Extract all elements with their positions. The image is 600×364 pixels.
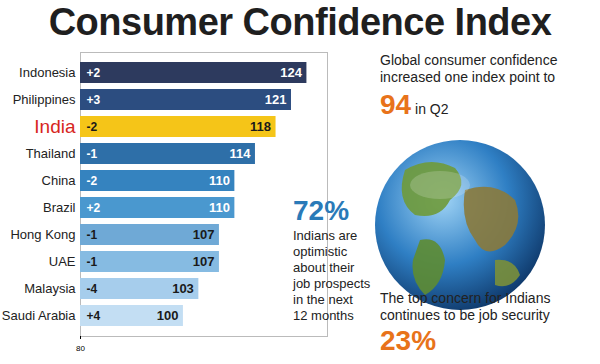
html-text:Indians are optimistic about t: Indians are optimistic about their job p… xyxy=(293,228,371,323)
svg-text:India: India xyxy=(34,116,76,137)
svg-text:107: 107 xyxy=(193,254,215,269)
html-text:The top concern for Indians co: The top concern for Indians continues to… xyxy=(380,290,551,323)
svg-text:+3: +3 xyxy=(87,93,101,107)
svg-text:China: China xyxy=(42,173,77,188)
svg-text:UAE: UAE xyxy=(49,254,76,269)
svg-text:118: 118 xyxy=(250,119,271,134)
svg-text:80: 80 xyxy=(76,344,85,353)
svg-text:Saudi Arabia: Saudi Arabia xyxy=(2,308,76,323)
html-text:23%: 23% xyxy=(380,325,436,356)
svg-text:Indonesia: Indonesia xyxy=(19,65,76,80)
svg-text:-1: -1 xyxy=(87,228,98,242)
svg-text:-1: -1 xyxy=(87,147,98,161)
svg-text:-2: -2 xyxy=(87,174,98,188)
svg-text:Malaysia: Malaysia xyxy=(24,281,76,296)
svg-text:121: 121 xyxy=(265,92,287,107)
html-text:94in Q2: 94in Q2 xyxy=(380,89,449,120)
svg-text:100: 100 xyxy=(157,308,179,323)
html-text:Global consumer confidence inc: Global consumer confidence increased one… xyxy=(380,52,558,85)
svg-text:114: 114 xyxy=(229,146,251,161)
svg-text:110: 110 xyxy=(209,173,230,188)
svg-text:Brazil: Brazil xyxy=(43,200,76,215)
svg-text:-1: -1 xyxy=(87,255,98,269)
svg-text:+2: +2 xyxy=(87,201,101,215)
html-text:72%: 72% xyxy=(293,195,349,226)
svg-text:-4: -4 xyxy=(87,282,98,296)
svg-text:Hong Kong: Hong Kong xyxy=(10,227,75,242)
html-text:Consumer Confidence Index: Consumer Confidence Index xyxy=(48,1,552,43)
svg-text:124: 124 xyxy=(280,65,302,80)
svg-text:107: 107 xyxy=(193,227,215,242)
svg-text:103: 103 xyxy=(172,281,194,296)
svg-text:Philippines: Philippines xyxy=(13,92,76,107)
svg-text:+4: +4 xyxy=(87,309,101,323)
svg-text:+2: +2 xyxy=(87,66,101,80)
svg-text:Thailand: Thailand xyxy=(26,146,76,161)
svg-text:110: 110 xyxy=(209,200,230,215)
svg-text:-2: -2 xyxy=(87,120,98,134)
